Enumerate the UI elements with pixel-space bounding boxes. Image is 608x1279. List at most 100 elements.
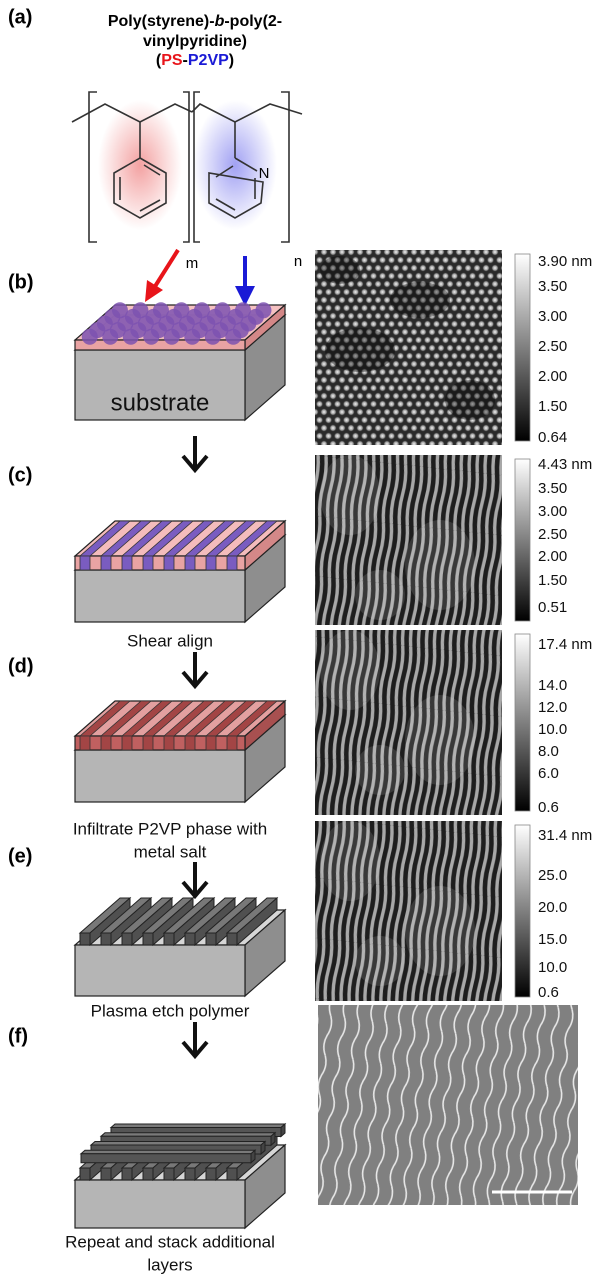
slab-front: [75, 750, 245, 802]
colorbar-label: 31.4 nm: [538, 827, 592, 844]
colorbar-label: 8.0: [538, 743, 559, 760]
ridge-front: [206, 933, 216, 945]
ridge-front: [206, 1168, 216, 1180]
colorbar-label: 20.0: [538, 899, 567, 916]
title-part: Poly(styrene)-: [108, 13, 215, 30]
ridge-front: [143, 933, 153, 945]
sphere: [123, 329, 139, 345]
sphere: [164, 329, 180, 345]
lamella-front: [80, 736, 90, 750]
ridge-front: [80, 1168, 90, 1180]
shade: [320, 630, 380, 710]
colorbar-label: 3.00: [538, 308, 567, 325]
lamella-front: [143, 556, 153, 570]
down-arrow: [183, 1022, 207, 1056]
colorbar-label: 2.00: [538, 368, 567, 385]
title-part: vinylpyridine): [143, 33, 247, 50]
colorbar-label: 6.0: [538, 765, 559, 782]
caption: Plasma etch polymer: [91, 1001, 250, 1020]
title-part: b: [215, 13, 225, 30]
abbr-part: ): [229, 52, 234, 69]
caption: Shear align: [127, 631, 213, 650]
shade: [405, 886, 475, 976]
lamella-front: [185, 736, 195, 750]
lamella-front: [101, 736, 111, 750]
arrows: [145, 250, 255, 306]
dark-region: [325, 328, 395, 372]
lamella-front: [122, 556, 132, 570]
slab-front: [75, 736, 245, 750]
ridge-front: [101, 933, 111, 945]
colorbar-label: 3.00: [538, 503, 567, 520]
ridge-front: [101, 1168, 111, 1180]
slab-front: [75, 570, 245, 622]
panel-label: (f): [8, 1025, 28, 1047]
title-part: -poly(2-: [224, 13, 282, 30]
lamella-front: [206, 736, 216, 750]
caption: layers: [147, 1255, 192, 1274]
shade: [320, 455, 380, 535]
lamella-front: [122, 736, 132, 750]
colorbar-label: 25.0: [538, 867, 567, 884]
lamella-front: [143, 736, 153, 750]
panel-label: (b): [8, 271, 34, 293]
lamella-front: [164, 556, 174, 570]
sphere: [205, 329, 221, 345]
ridge-front: [185, 933, 195, 945]
dark-region: [390, 282, 450, 318]
colorbar-label: 2.50: [538, 338, 567, 355]
micrograph: [318, 1005, 578, 1205]
ridge-front: [122, 933, 132, 945]
panel-label: (d): [8, 655, 34, 677]
colorbar-label: 0.51: [538, 599, 567, 616]
caption: metal salt: [134, 842, 207, 861]
shade: [355, 936, 405, 986]
shade: [355, 745, 405, 795]
colorbar-label: 1.50: [538, 572, 567, 589]
down-arrow: [183, 436, 207, 470]
ridge-front: [227, 1168, 237, 1180]
panel-label: (c): [8, 464, 32, 486]
sphere: [184, 329, 200, 345]
caption: Repeat and stack additional: [65, 1232, 275, 1251]
colorbar: [515, 459, 530, 621]
colorbar-label: 0.6: [538, 984, 559, 1001]
slab-front: [75, 340, 245, 350]
lamella-front: [206, 556, 216, 570]
bar-top: [81, 1150, 255, 1154]
bar-top: [111, 1124, 285, 1128]
ridge-front: [80, 933, 90, 945]
panel-label: (a): [8, 6, 32, 28]
abbr-part: PS: [161, 52, 183, 69]
lamella-front: [164, 736, 174, 750]
colorbar-label: 10.0: [538, 721, 567, 738]
colorbar-label: 0.6: [538, 799, 559, 816]
slab-front: [75, 1180, 245, 1228]
down-arrow: [183, 652, 207, 686]
lamella-front: [80, 556, 90, 570]
shade: [405, 520, 475, 610]
subscript: m: [186, 255, 199, 272]
ridge-front: [164, 933, 174, 945]
colorbar-label: 3.90 nm: [538, 253, 592, 270]
bar-top: [91, 1142, 265, 1146]
colorbar: [515, 634, 530, 811]
abbreviation: (PS-P2VP): [156, 52, 234, 69]
dark-region: [445, 380, 495, 420]
lamella-front: [185, 556, 195, 570]
sphere: [143, 329, 159, 345]
colorbar-label: 3.50: [538, 278, 567, 295]
ridge-front: [122, 1168, 132, 1180]
ridge-front: [227, 933, 237, 945]
shade: [405, 695, 475, 785]
colorbar-label: 1.50: [538, 398, 567, 415]
subscript: n: [294, 253, 302, 270]
colorbar: [515, 825, 530, 997]
caption: Infiltrate P2VP phase with: [73, 819, 267, 838]
atom-label: N: [259, 165, 270, 182]
colorbar-label: 3.50: [538, 480, 567, 497]
colorbar-label: 14.0: [538, 677, 567, 694]
colorbar-label: 12.0: [538, 699, 567, 716]
colorbar-label: 0.64: [538, 429, 567, 446]
ridge-front: [164, 1168, 174, 1180]
